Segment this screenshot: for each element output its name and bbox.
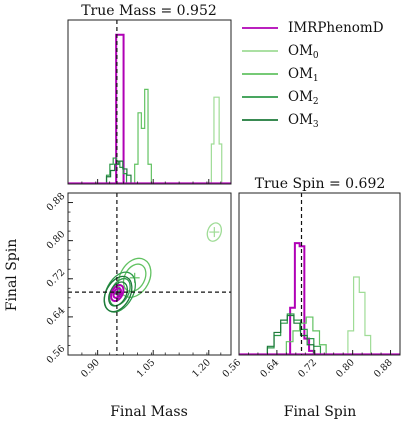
contour-x-tick-label: 1.20: [190, 357, 213, 380]
contour-om0-level-0: [206, 222, 223, 242]
mass-hist-series-om2: [105, 157, 128, 183]
spin-histogram-panel: 0.56 0.64 0.72 0.80 0.88: [221, 193, 400, 380]
mass-hist-series-om0: [210, 96, 223, 183]
legend-label-base: OM: [288, 66, 313, 82]
spin-hist-x-tick-label: 0.64: [258, 357, 281, 380]
contour-y-tick-label: 0.56: [45, 343, 68, 366]
contour-om3-level-0: [108, 281, 128, 307]
legend-label-4: OM3: [288, 112, 319, 130]
contour-om1-level-1: [117, 257, 152, 298]
legend-label-subscript: 1: [313, 74, 319, 84]
contour-imrphenomd-level-1: [110, 284, 125, 303]
contour-om3-level-1: [103, 275, 133, 313]
spin-hist-series-om0: [347, 276, 372, 354]
spin-hist-title: True Spin = 0.692: [255, 176, 386, 192]
legend-label-1: OM0: [288, 43, 319, 61]
y-axis-label-spin: Final Spin: [4, 239, 20, 312]
spin-hist-x-tick-label: 0.80: [334, 357, 357, 380]
legend-label-subscript: 2: [313, 97, 319, 107]
mass-hist-title: True Mass = 0.952: [81, 3, 217, 19]
contour-frame: [67, 192, 232, 356]
legend-label-2: OM1: [288, 66, 319, 84]
spin-histogram-frame: [238, 192, 401, 356]
x-axis-label-mass: Final Mass: [110, 404, 188, 420]
contour-imrphenomd-level-0: [112, 287, 123, 299]
contour-y-tick-label: 0.64: [45, 305, 68, 328]
legend-label-base: OM: [288, 112, 313, 128]
contour-x-tick-label: 1.05: [135, 357, 158, 380]
spin-hist-x-tick-label: 0.56: [221, 357, 244, 380]
legend-label-subscript: 3: [313, 120, 319, 130]
contour-y-tick-label: 0.80: [45, 229, 68, 252]
contour-y-tick-label: 0.88: [45, 191, 68, 214]
mass-hist-series-om3: [105, 160, 132, 183]
x-axis-label-spin: Final Spin: [284, 404, 357, 420]
spin-hist-x-tick-label: 0.72: [296, 357, 319, 380]
contour-x-tick-label: 0.90: [79, 357, 102, 380]
legend-label-base: OM: [288, 89, 313, 105]
mass-spin-contour-panel: 0.90 1.05 1.20 0.56 0.64 0.72 0.80 0.88: [45, 191, 231, 380]
spin-hist-series-om3: [266, 314, 315, 354]
spin-hist-series-imrphenomd: [289, 242, 315, 354]
legend-label-subscript: 0: [313, 51, 319, 61]
mass-hist-series-imrphenomd: [115, 33, 125, 183]
legend-label-3: OM2: [288, 89, 319, 107]
contour-y-tick-label: 0.72: [45, 267, 68, 290]
legend-label-0: IMRPhenomD: [288, 20, 384, 36]
mass-histogram-frame: [67, 19, 232, 185]
spin-hist-x-tick-label: 0.88: [372, 357, 395, 380]
legend-label-base: OM: [288, 43, 313, 59]
mass-histogram-panel: [67, 20, 231, 184]
legend-label-base: IMRPhenomD: [288, 20, 384, 36]
mass-hist-series-om1: [134, 88, 152, 183]
spin-hist-series-om1: [285, 316, 327, 354]
